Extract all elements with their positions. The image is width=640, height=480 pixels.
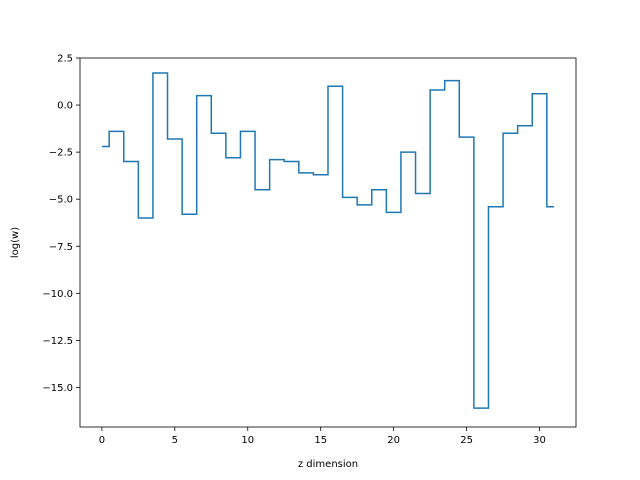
x-axis-label: z dimension xyxy=(298,459,358,470)
x-tick-label: 30 xyxy=(533,435,546,446)
x-tick-label: 10 xyxy=(241,435,254,446)
x-axis-ticks: 0 5 10 15 20 25 30 xyxy=(99,427,546,446)
y-tick-label: −12.5 xyxy=(42,336,73,347)
x-tick-label: 20 xyxy=(387,435,400,446)
y-tick-label: −15.0 xyxy=(42,383,73,394)
x-tick-label: 15 xyxy=(314,435,327,446)
x-tick-label: 25 xyxy=(460,435,473,446)
y-tick-label: 0.0 xyxy=(57,101,73,112)
series-layer xyxy=(101,72,555,409)
y-tick-label: −7.5 xyxy=(49,242,73,253)
y-tick-label: 2.5 xyxy=(57,54,73,65)
y-axis-ticks: 2.5 0.0 −2.5 −5.0 −7.5 −10.0 −12.5 −15.0 xyxy=(42,54,80,394)
plot-frame xyxy=(79,57,577,428)
series-line xyxy=(101,72,555,409)
y-tick-label: −10.0 xyxy=(42,289,73,300)
y-tick-label: −5.0 xyxy=(49,195,73,206)
x-tick-label: 5 xyxy=(172,435,178,446)
x-tick-label: 0 xyxy=(99,435,105,446)
y-tick-label: −2.5 xyxy=(49,148,73,159)
y-axis-label: log(w) xyxy=(10,227,21,258)
